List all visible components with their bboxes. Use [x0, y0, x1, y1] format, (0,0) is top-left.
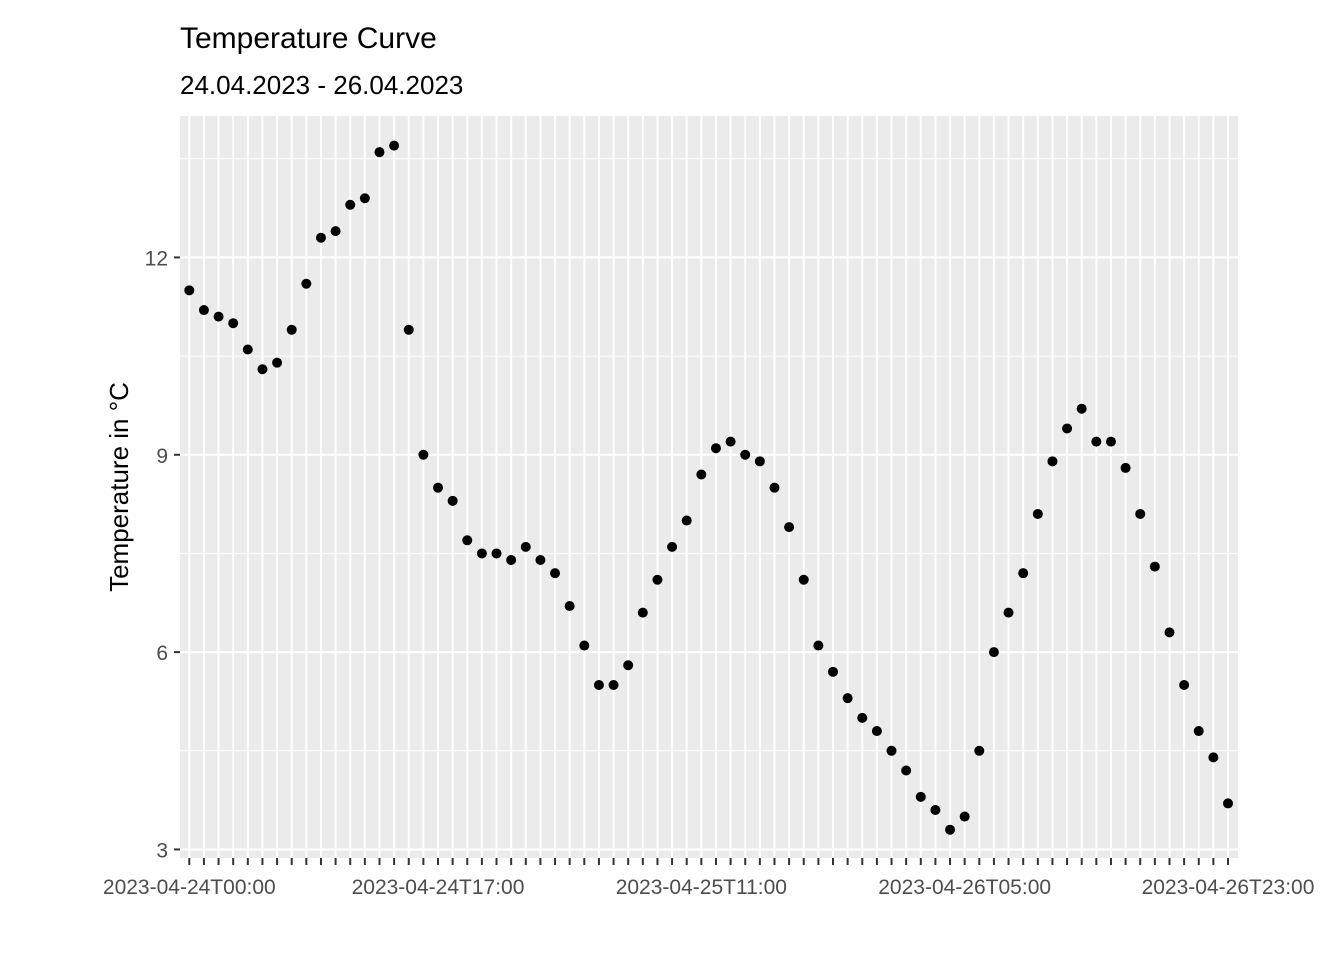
x-tick-label: 2023-04-24T17:00: [352, 876, 525, 899]
data-point: [945, 824, 956, 835]
data-point: [359, 193, 370, 204]
data-point: [988, 647, 999, 658]
data-point: [637, 607, 648, 618]
data-point: [1120, 462, 1131, 473]
data-point: [345, 199, 356, 210]
data-point: [579, 640, 590, 651]
plot-panel: [180, 116, 1238, 858]
data-point: [901, 765, 912, 776]
data-point: [871, 726, 882, 737]
x-axis: 2023-04-24T00:00 2023-04-24T17:00 2023-04-…: [103, 858, 1315, 899]
data-point: [242, 344, 253, 355]
data-point: [491, 548, 502, 559]
y-tick-label: 12: [145, 247, 168, 270]
data-point: [184, 285, 195, 296]
data-point: [1062, 423, 1073, 434]
data-point: [257, 364, 268, 375]
data-point: [828, 666, 839, 677]
data-point: [974, 745, 985, 756]
data-point: [1208, 752, 1219, 763]
data-point: [1105, 436, 1116, 447]
minor-grid-y: [180, 158, 1238, 752]
data-point: [286, 324, 297, 335]
data-point: [754, 456, 765, 467]
data-point: [798, 574, 809, 585]
x-tick-label: 2023-04-26T23:00: [1142, 876, 1315, 899]
data-point: [652, 574, 663, 585]
data-point: [330, 226, 341, 237]
data-point: [813, 640, 824, 651]
data-point: [1091, 436, 1102, 447]
data-point: [593, 679, 604, 690]
data-point: [374, 147, 385, 158]
data-point: [1018, 568, 1029, 579]
data-point: [213, 311, 224, 322]
data-point: [1164, 627, 1175, 638]
major-grid: [180, 116, 1238, 858]
y-tick-label: 6: [156, 642, 168, 665]
data-point: [857, 712, 868, 723]
data-point: [198, 305, 209, 316]
data-point: [740, 449, 751, 460]
data-point: [886, 745, 897, 756]
data-point: [447, 495, 458, 506]
data-point: [403, 324, 414, 335]
data-point: [1032, 508, 1043, 519]
y-tick-label: 3: [156, 839, 168, 862]
data-point: [1149, 561, 1160, 572]
data-point: [389, 140, 400, 151]
data-point: [915, 791, 926, 802]
y-axis-label: Temperature in °C: [104, 382, 134, 592]
chart-subtitle: 24.04.2023 - 26.04.2023: [180, 70, 464, 100]
chart-title: Temperature Curve: [180, 22, 437, 55]
data-point: [608, 679, 619, 690]
data-point: [433, 482, 444, 493]
data-point: [1223, 798, 1233, 809]
y-tick-label: 9: [156, 445, 168, 468]
x-tick-label: 2023-04-26T05:00: [878, 876, 1051, 899]
y-axis: 3 6 9 12: [145, 247, 180, 862]
data-point: [462, 535, 473, 546]
data-point: [1135, 508, 1146, 519]
data-points: [184, 140, 1233, 835]
data-point: [550, 568, 561, 579]
data-point: [315, 232, 326, 243]
data-point: [1193, 726, 1204, 737]
data-point: [228, 318, 239, 329]
data-point: [725, 436, 736, 447]
data-point: [535, 555, 546, 566]
data-point: [1179, 679, 1190, 690]
data-point: [959, 811, 970, 822]
data-point: [667, 541, 678, 552]
data-point: [696, 469, 707, 480]
data-point: [506, 555, 517, 566]
data-point: [623, 660, 634, 671]
data-point: [520, 541, 531, 552]
data-point: [564, 601, 575, 612]
data-point: [930, 804, 941, 815]
data-point: [1003, 607, 1014, 618]
data-point: [1047, 456, 1058, 467]
data-point: [1076, 403, 1087, 414]
data-point: [272, 357, 283, 368]
data-point: [476, 548, 487, 559]
data-point: [301, 278, 312, 289]
data-point: [784, 522, 795, 533]
data-point: [418, 449, 429, 460]
data-point: [681, 515, 692, 526]
x-tick-label: 2023-04-25T11:00: [616, 876, 787, 899]
data-point: [769, 482, 780, 493]
data-point: [842, 693, 853, 704]
data-point: [710, 443, 721, 454]
x-tick-label: 2023-04-24T00:00: [103, 876, 276, 899]
